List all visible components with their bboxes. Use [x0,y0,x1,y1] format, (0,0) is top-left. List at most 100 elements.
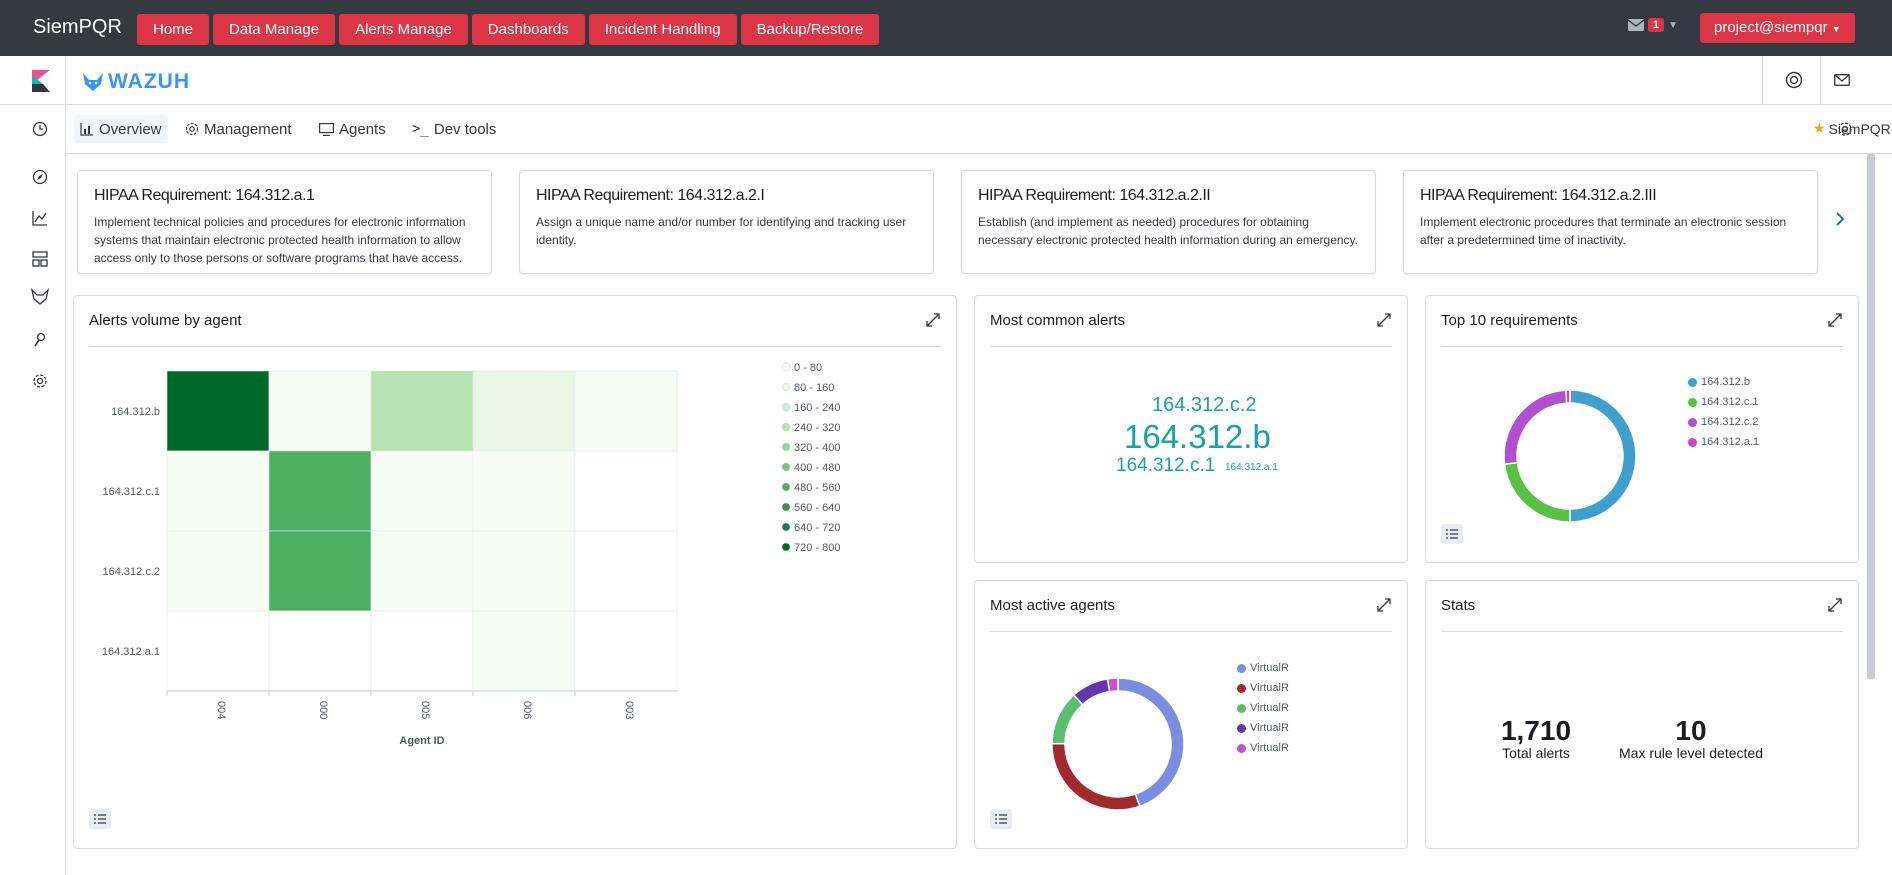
donut-slice[interactable] [1072,677,1111,706]
heatmap-cell[interactable] [370,450,474,532]
heatmap-cell[interactable] [268,610,372,692]
legend-label[interactable]: 0 - 80 [794,362,822,374]
dev-tools-wrench-icon[interactable] [30,330,50,350]
heatmap-cell[interactable] [472,530,576,612]
tab-dev-tools[interactable]: >_ Dev tools [406,115,502,143]
user-menu-button[interactable]: project@siempqr ▼ [1700,13,1855,43]
panel-divider [89,346,941,347]
legend-item[interactable]: VirtualR [1237,682,1289,694]
wazuh-app-icon[interactable] [30,287,50,307]
toggle-legend-button[interactable] [89,809,111,829]
favorite-link[interactable]: ★ SiemPQR [1813,120,1891,137]
legend-label[interactable]: 160 - 240 [794,402,840,414]
help-icon[interactable] [1782,68,1806,92]
donut-slice[interactable] [1503,461,1571,523]
settings-gear-icon[interactable] [1837,121,1853,140]
expand-icon[interactable] [926,313,940,327]
tag-cloud-word[interactable]: 164.312.a.1 [1225,462,1278,473]
legend-item[interactable]: 164.312.c.2 [1688,416,1759,428]
panel-divider [1441,346,1843,347]
donut-slice[interactable] [1503,389,1568,466]
most-common-alerts-panel: Most common alerts 164.312.c.2 164.312.b… [974,295,1408,563]
heatmap-cell[interactable] [472,450,576,532]
legend-label: VirtualR [1250,662,1289,674]
donut-slice[interactable] [1051,742,1141,811]
visualize-chart-icon[interactable] [30,208,50,228]
nav-alerts-manage-button[interactable]: Alerts Manage [339,14,468,45]
legend-label[interactable]: 480 - 560 [794,482,840,494]
heatmap-cell[interactable] [472,610,576,692]
legend-item[interactable]: 164.312.c.1 [1688,396,1759,408]
heatmap-cell[interactable] [166,610,270,692]
tag-cloud-word[interactable]: 164.312.b [1124,418,1271,455]
donut-slice[interactable] [1051,693,1084,745]
dashboard-icon[interactable] [30,249,50,269]
console-icon: >_ [412,121,429,137]
tag-cloud-word[interactable]: 164.312.c.2 [1152,394,1257,416]
heatmap-cell[interactable] [268,450,372,532]
legend-item[interactable]: VirtualR [1237,742,1289,754]
expand-icon[interactable] [1828,598,1842,612]
heatmap-cell[interactable] [574,450,678,532]
heatmap-cell[interactable] [268,530,372,612]
heatmap-cell[interactable] [166,370,270,452]
brand-logo[interactable]: SiemPQR [33,16,122,38]
nav-dashboards-button[interactable]: Dashboards [471,14,585,45]
heatmap-cell[interactable] [166,450,270,532]
favorite-label: SiemPQR [1828,120,1891,137]
wazuh-logo[interactable]: WAZUH [82,70,190,94]
legend-label[interactable]: 80 - 160 [794,382,834,394]
legend-label[interactable]: 560 - 640 [794,502,840,514]
tab-agents[interactable]: Agents [313,115,392,143]
donut-slice[interactable] [1565,389,1571,404]
heatmap-cell[interactable] [472,370,576,452]
x-axis-label: Agent ID [399,735,444,747]
top-nav: Home Data Manage Alerts Manage Dashboard… [137,14,880,45]
legend-label[interactable]: 320 - 400 [794,442,840,454]
tag-cloud-word[interactable]: 164.312.c.1 [1116,455,1216,476]
legend-item[interactable]: 164.312.b [1688,376,1750,388]
legend-label[interactable]: 720 - 800 [794,542,840,554]
legend-item[interactable]: VirtualR [1237,702,1289,714]
messages-dropdown[interactable]: 1 ▼ [1628,18,1678,32]
tab-overview[interactable]: Overview [74,115,168,143]
heatmap-cell[interactable] [574,610,678,692]
heatmap-cell[interactable] [166,530,270,612]
legend-item[interactable]: VirtualR [1237,662,1289,674]
app-header: WAZUH [0,56,1892,105]
legend-label[interactable]: 400 - 480 [794,462,840,474]
expand-icon[interactable] [1377,313,1391,327]
legend-label[interactable]: 240 - 320 [794,422,840,434]
donut-slice[interactable] [1106,677,1119,693]
donut-slice[interactable] [1117,677,1185,808]
toggle-legend-button[interactable] [990,809,1012,829]
nav-data-manage-button[interactable]: Data Manage [213,14,336,45]
management-gear-icon[interactable] [30,371,50,391]
toggle-legend-button[interactable] [1441,524,1463,544]
legend-label[interactable]: 640 - 720 [794,522,840,534]
kibana-logo-icon[interactable] [32,70,50,92]
tab-management[interactable]: Management [179,115,298,143]
heatmap-cell[interactable] [370,370,474,452]
heatmap-cell[interactable] [574,530,678,612]
chevron-right-icon[interactable] [1835,212,1845,226]
recently-viewed-clock-icon[interactable] [30,119,50,139]
max-rule-level-label: Max rule level detected [1619,745,1763,761]
nav-incident-handling-button[interactable]: Incident Handling [588,14,737,45]
nav-home-button[interactable]: Home [137,14,210,45]
heatmap-cell[interactable] [370,610,474,692]
donut-slice[interactable] [1569,389,1637,523]
heatmap-cell[interactable] [574,370,678,452]
expand-icon[interactable] [1828,313,1842,327]
envelope-icon [1628,19,1644,31]
heatmap-cell[interactable] [268,370,372,452]
page-scrollbar[interactable] [1867,154,1875,679]
discover-compass-icon[interactable] [30,167,50,187]
heatmap-cell[interactable] [370,530,474,612]
mail-icon[interactable] [1830,68,1854,92]
legend-item[interactable]: VirtualR [1237,722,1289,734]
nav-backup-restore-button[interactable]: Backup/Restore [740,14,880,45]
expand-icon[interactable] [1377,598,1391,612]
legend-item[interactable]: 164.312.a.1 [1688,436,1759,448]
requirement-title: HIPAA Requirement: 164.312.a.2.II [978,187,1211,204]
